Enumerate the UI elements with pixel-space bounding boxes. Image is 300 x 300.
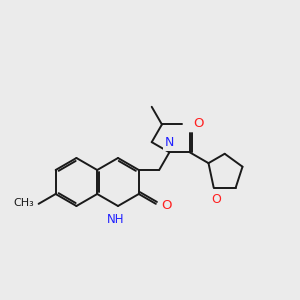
Text: NH: NH [107, 213, 125, 226]
Text: O: O [193, 117, 203, 130]
Text: CH₃: CH₃ [14, 198, 34, 208]
Text: O: O [161, 199, 171, 212]
Text: N: N [165, 136, 174, 149]
Text: O: O [211, 193, 220, 206]
